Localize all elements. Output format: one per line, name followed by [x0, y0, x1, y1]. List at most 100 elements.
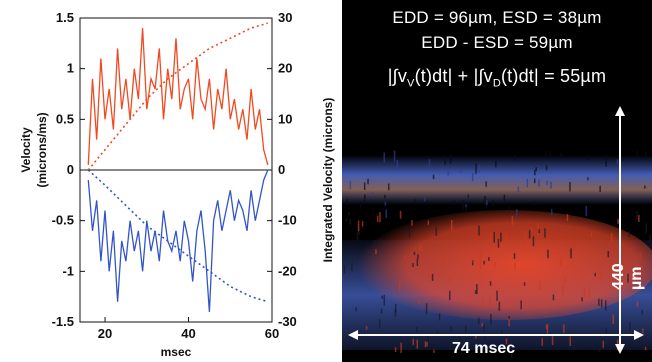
texture-streak	[645, 223, 647, 234]
texture-streak	[374, 240, 376, 245]
texture-streak	[363, 182, 366, 190]
y-left-tick-label: 0.5	[56, 111, 74, 126]
texture-streak	[517, 186, 520, 192]
texture-streak	[379, 212, 381, 223]
texture-streak	[616, 159, 619, 165]
texture-streak	[569, 248, 571, 257]
y-right-tick-label: -30	[278, 314, 297, 329]
texture-streak	[443, 252, 446, 260]
texture-streak	[467, 194, 469, 198]
texture-streak	[545, 165, 548, 171]
texture-streak	[408, 228, 411, 238]
texture-streak	[424, 341, 427, 348]
texture-streak	[400, 342, 402, 353]
texture-streak	[607, 251, 609, 258]
texture-streak	[349, 180, 352, 190]
texture-streak	[494, 262, 496, 268]
texture-streak	[538, 179, 540, 187]
texture-streak	[501, 331, 503, 335]
texture-streak	[384, 194, 386, 199]
y-left-tick-label: 0	[67, 162, 74, 177]
texture-streak	[464, 324, 467, 334]
texture-streak	[343, 345, 345, 351]
scale-arrow-distance-bottom-head	[615, 344, 625, 354]
texture-streak	[490, 314, 492, 325]
texture-streak	[569, 182, 571, 192]
texture-streak	[537, 224, 539, 235]
texture-streak	[383, 294, 385, 306]
texture-streak	[639, 252, 641, 259]
texture-streak	[372, 192, 374, 197]
texture-streak	[535, 167, 537, 172]
texture-streak	[513, 154, 516, 161]
texture-streak	[642, 328, 644, 334]
y-left-tick-label: -0.5	[52, 213, 74, 228]
texture-streak	[356, 232, 359, 241]
texture-streak	[636, 301, 639, 307]
texture-streak	[528, 230, 531, 239]
texture-streak	[453, 200, 456, 205]
texture-streak	[399, 281, 401, 291]
texture-streak	[544, 228, 546, 238]
texture-streak	[388, 183, 390, 191]
kymograph-panel: EDD = 96µm, ESD = 38µm EDD - ESD = 59µm …	[342, 0, 652, 362]
texture-streak	[475, 163, 477, 174]
texture-streak	[349, 218, 352, 225]
texture-streak	[483, 260, 485, 265]
texture-streak	[587, 154, 589, 161]
texture-streak	[638, 215, 640, 222]
texture-streak	[396, 160, 399, 171]
texture-streak	[598, 298, 600, 306]
texture-streak	[490, 232, 492, 242]
texture-streak	[447, 171, 449, 176]
texture-streak	[450, 326, 452, 332]
texture-streak	[534, 200, 537, 206]
texture-streak	[416, 258, 419, 266]
scale-bar-time-label: 74 msec	[452, 340, 516, 357]
texture-streak	[459, 168, 462, 173]
texture-streak	[587, 177, 589, 181]
texture-streak	[503, 194, 506, 205]
texture-streak	[394, 309, 397, 317]
texture-streak	[511, 216, 514, 226]
texture-streak	[478, 317, 480, 325]
texture-streak	[471, 173, 474, 182]
texture-streak	[433, 349, 435, 353]
texture-streak	[570, 248, 572, 259]
texture-streak	[342, 247, 344, 251]
texture-streak	[560, 152, 562, 159]
y-left-tick-label: 1.5	[56, 10, 74, 25]
texture-streak	[426, 342, 428, 347]
texture-streak	[547, 249, 549, 259]
texture-streak	[588, 288, 591, 298]
y-right-tick-label: 20	[278, 61, 292, 76]
texture-streak	[427, 220, 430, 225]
texture-streak	[449, 153, 452, 164]
texture-streak	[431, 273, 434, 281]
texture-streak	[546, 323, 549, 334]
texture-streak	[479, 251, 481, 262]
vessel-wall-band-top	[342, 155, 652, 205]
texture-streak	[414, 199, 417, 205]
texture-streak	[478, 165, 480, 173]
texture-streak	[379, 319, 381, 329]
texture-streak	[345, 218, 348, 222]
y-right-tick-label: 0	[278, 162, 285, 177]
texture-streak	[500, 232, 502, 242]
texture-streak	[449, 290, 451, 301]
texture-streak	[474, 290, 477, 294]
y-right-tick-label: 10	[278, 111, 292, 126]
texture-streak	[605, 156, 607, 167]
texture-streak	[562, 284, 564, 295]
texture-streak	[449, 276, 451, 283]
texture-streak	[384, 201, 387, 206]
texture-streak	[444, 155, 446, 165]
texture-streak	[465, 206, 467, 214]
texture-streak	[418, 246, 421, 251]
velocity-chart-panel: 1.5 1 0.5 0 -0.5 -1 -1.5 30 20 10 0 -10 -20 -30 20 40 60…	[19, 10, 335, 359]
texture-streak	[495, 160, 497, 168]
y-left-axis-title: Velocity	[19, 127, 33, 173]
series-diameter-velocity	[87, 169, 269, 312]
texture-streak	[489, 295, 491, 306]
texture-streak	[563, 324, 565, 333]
